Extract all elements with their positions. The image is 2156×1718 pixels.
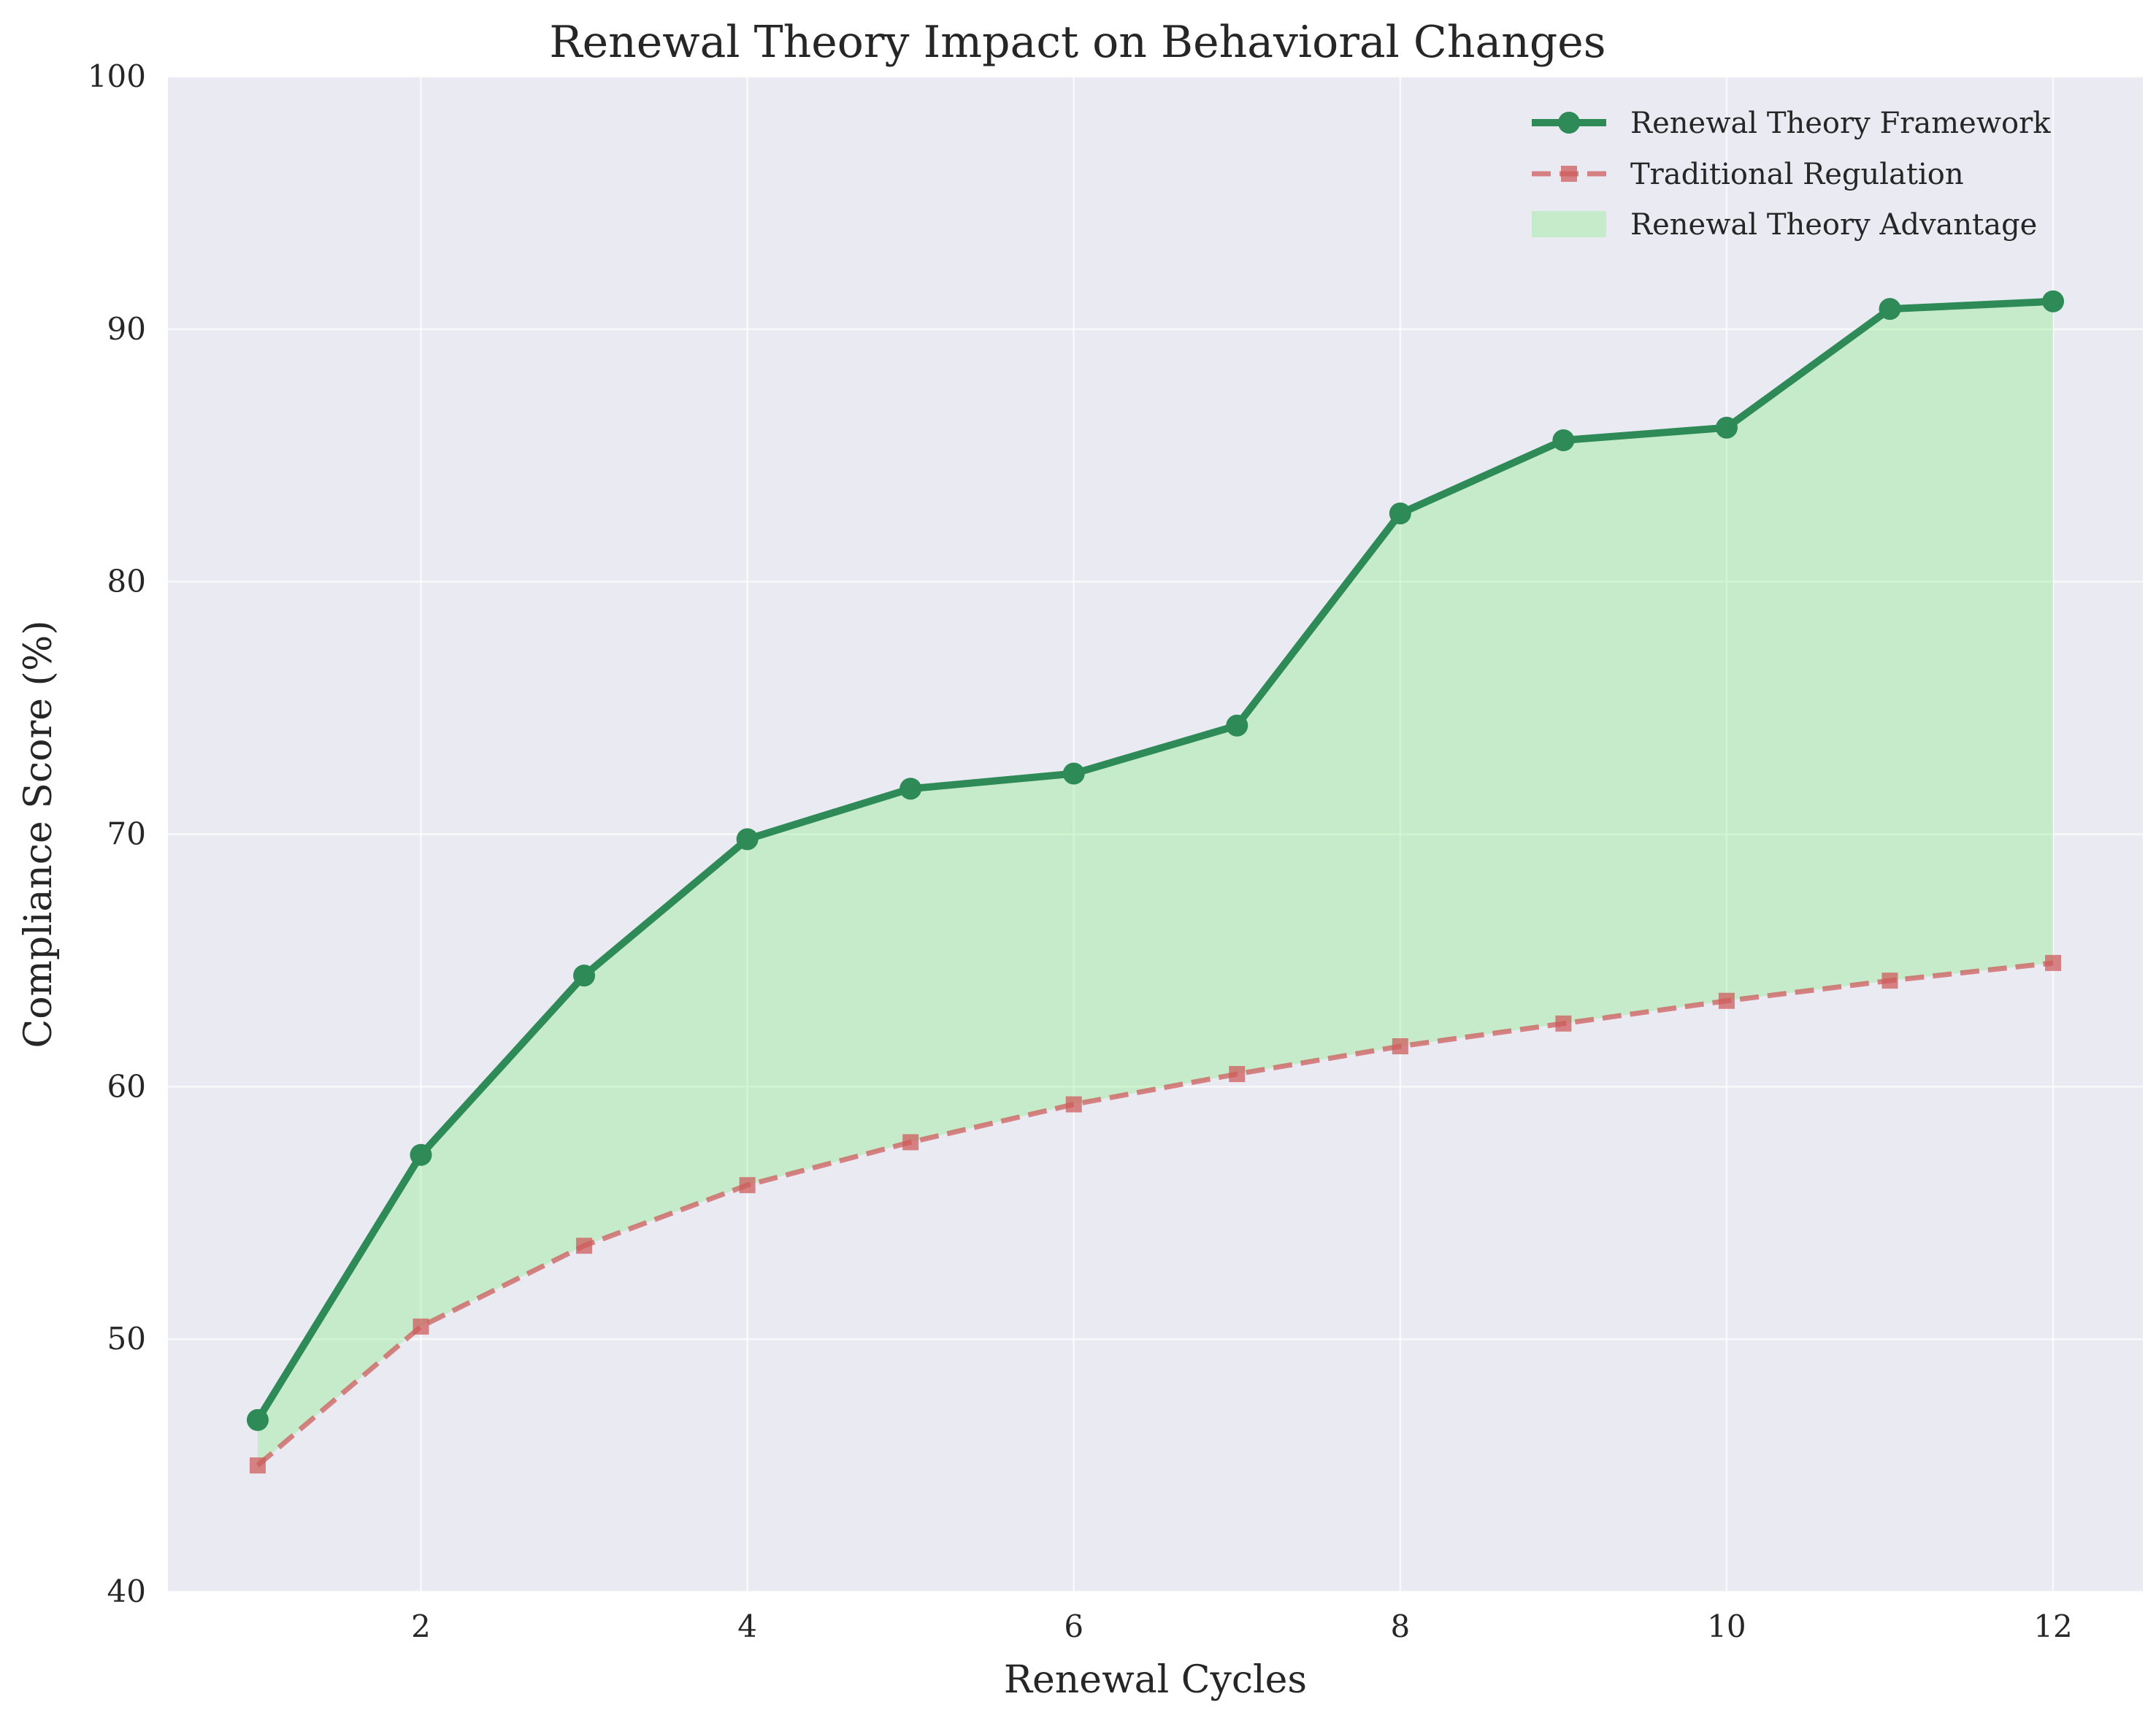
legend-label: Renewal Theory Framework	[1630, 107, 2051, 140]
x-tick-label: 2	[411, 1608, 431, 1644]
advantage-fill-area	[257, 301, 2054, 1466]
chart-title: Renewal Theory Impact on Behavioral Chan…	[549, 17, 1606, 68]
data-point	[1062, 762, 1085, 785]
series-2	[249, 954, 2062, 1474]
data-point	[899, 778, 922, 800]
data-point	[736, 828, 759, 851]
y-tick-label: 70	[107, 816, 146, 852]
series-line	[254, 297, 2054, 1422]
series-line	[256, 960, 2054, 1468]
data-point	[413, 1318, 429, 1335]
data-point	[1555, 1015, 1572, 1032]
data-point	[1879, 298, 1901, 321]
data-point	[1389, 502, 1411, 525]
legend-marker	[1561, 166, 1577, 182]
legend-entry-advantage: Renewal Theory Advantage	[1532, 208, 2037, 242]
data-point	[249, 1457, 266, 1474]
data-point	[1229, 1066, 1246, 1083]
data-point	[739, 1177, 756, 1194]
data-point	[1715, 416, 1738, 439]
x-axis-label: Renewal Cycles	[1004, 1658, 1307, 1702]
data-point	[1226, 714, 1248, 737]
data-point	[1552, 429, 1575, 451]
data-point	[1718, 992, 1735, 1009]
legend-entry-traditional: Traditional Regulation	[1532, 158, 1964, 191]
x-tick-label: 12	[2033, 1608, 2072, 1644]
series-layer	[246, 290, 2065, 1474]
legend-marker	[1558, 112, 1580, 134]
y-tick-label: 90	[107, 311, 146, 347]
data-point	[902, 1134, 919, 1151]
x-tick-label: 4	[737, 1608, 757, 1644]
legend-label: Renewal Theory Advantage	[1630, 208, 2037, 242]
data-point	[2042, 290, 2065, 312]
legend-swatch	[1532, 211, 1606, 237]
y-axis-label: Compliance Score (%)	[17, 620, 61, 1048]
y-tick-label: 60	[107, 1068, 146, 1104]
y-tick-label: 80	[107, 564, 146, 599]
data-point	[573, 965, 596, 987]
legend-label: Traditional Regulation	[1630, 158, 1964, 191]
series-1	[246, 290, 2065, 1431]
x-tick-label: 8	[1390, 1608, 1410, 1644]
x-tick-label: 6	[1064, 1608, 1083, 1644]
tick-labels: 2 4 6 8 10 12 40 50 60 70 80 90 100	[88, 58, 2073, 1644]
grid-lines	[168, 75, 2143, 1593]
data-point	[410, 1143, 432, 1166]
data-point	[1392, 1038, 1408, 1054]
x-tick-label: 10	[1707, 1608, 1746, 1644]
data-point	[576, 1238, 593, 1254]
data-point	[2045, 954, 2062, 971]
data-point	[246, 1408, 269, 1431]
y-tick-label: 40	[107, 1573, 146, 1609]
y-tick-label: 50	[107, 1321, 146, 1357]
legend-entry-framework: Renewal Theory Framework	[1532, 107, 2051, 140]
legend: Renewal Theory Framework Traditional Regu…	[1532, 107, 2051, 242]
data-point	[1881, 973, 1898, 989]
y-tick-label: 100	[88, 58, 146, 94]
data-point	[1065, 1096, 1082, 1113]
